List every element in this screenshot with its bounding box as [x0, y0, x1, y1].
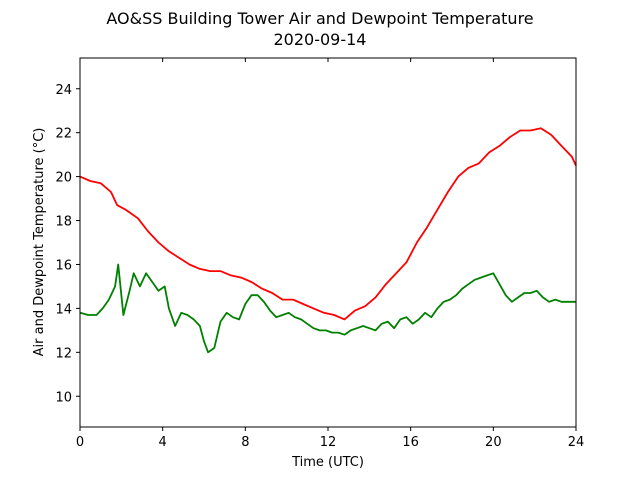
x-tick-label: 16 — [402, 435, 419, 450]
y-tick-label: 24 — [55, 83, 72, 98]
x-tick-label: 24 — [568, 435, 585, 450]
series-line-0 — [79, 127, 577, 321]
series-line-1 — [79, 263, 576, 354]
x-tick-label: 0 — [76, 435, 84, 450]
y-tick-label: 20 — [55, 171, 72, 186]
y-tick-label: 10 — [55, 390, 72, 405]
x-tick-label: 8 — [241, 435, 249, 450]
x-tick-label: 12 — [320, 435, 337, 450]
y-tick-label: 14 — [55, 302, 72, 317]
plot-lines — [79, 127, 577, 354]
x-axis-label: Time (UTC) — [291, 455, 364, 470]
y-axis-ticks: 10 12 14 16 18 20 22 24 — [55, 83, 80, 405]
y-tick-label: 12 — [55, 346, 72, 361]
y-tick-label: 16 — [55, 258, 72, 273]
chart-title: AO&SS Building Tower Air and Dewpoint Te… — [106, 9, 533, 28]
x-axis-ticks: 0 4 8 12 16 20 24 — [76, 58, 584, 450]
y-tick-label: 18 — [55, 215, 72, 230]
chart-subtitle: 2020-09-14 — [274, 30, 367, 49]
x-tick-label: 20 — [485, 435, 502, 450]
y-axis-label: Air and Dewpoint Temperature (°C) — [32, 128, 47, 357]
plot-frame — [79, 57, 577, 428]
y-tick-label: 22 — [55, 127, 72, 142]
x-tick-label: 4 — [159, 435, 167, 450]
